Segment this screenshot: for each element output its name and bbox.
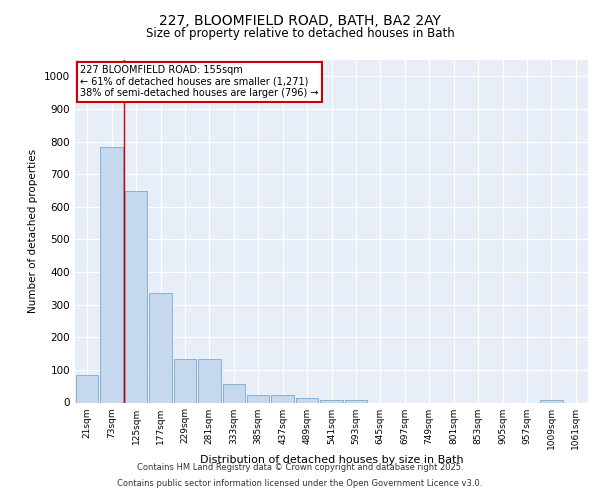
Bar [344, 400, 367, 402]
Bar [271, 396, 294, 402]
Y-axis label: Number of detached properties: Number of detached properties [28, 149, 38, 314]
Bar [223, 384, 245, 402]
Bar [247, 396, 269, 402]
Text: Size of property relative to detached houses in Bath: Size of property relative to detached ho… [146, 28, 454, 40]
Bar [173, 359, 196, 403]
Bar [100, 147, 123, 403]
Bar [320, 400, 343, 402]
Bar [540, 400, 563, 402]
X-axis label: Distribution of detached houses by size in Bath: Distribution of detached houses by size … [200, 455, 463, 465]
Text: 227, BLOOMFIELD ROAD, BATH, BA2 2AY: 227, BLOOMFIELD ROAD, BATH, BA2 2AY [159, 14, 441, 28]
Bar [198, 359, 221, 403]
Bar [125, 191, 148, 402]
Bar [149, 293, 172, 403]
Bar [296, 398, 319, 402]
Text: Contains HM Land Registry data © Crown copyright and database right 2025.: Contains HM Land Registry data © Crown c… [137, 464, 463, 472]
Bar [76, 376, 98, 402]
Text: Contains public sector information licensed under the Open Government Licence v3: Contains public sector information licen… [118, 478, 482, 488]
Text: 227 BLOOMFIELD ROAD: 155sqm
← 61% of detached houses are smaller (1,271)
38% of : 227 BLOOMFIELD ROAD: 155sqm ← 61% of det… [80, 65, 319, 98]
